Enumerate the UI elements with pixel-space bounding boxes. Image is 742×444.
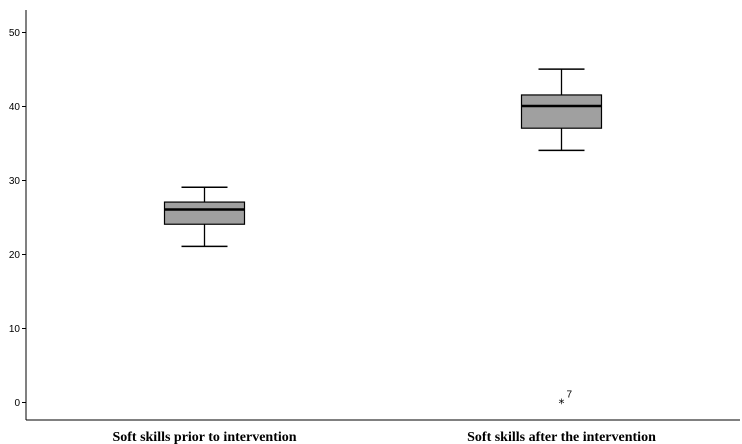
y-tick-label: 40 xyxy=(9,102,21,113)
box-group: *7 xyxy=(520,68,603,411)
box-group xyxy=(163,186,246,248)
category-label: Soft skills prior to intervention xyxy=(112,430,296,444)
axes: 0 10 20 30 40 50 xyxy=(9,10,740,421)
y-tick-label: 50 xyxy=(9,28,21,39)
y-tick-label: 20 xyxy=(9,250,21,261)
iqr-box xyxy=(520,94,603,129)
y-tick-label: 10 xyxy=(9,324,21,335)
category-label: Soft skills after the intervention xyxy=(467,430,656,444)
category-labels: Soft skills prior to intervention Soft sk… xyxy=(112,430,656,444)
outlier-label: 7 xyxy=(567,390,573,401)
y-tick-label: 0 xyxy=(14,398,20,409)
boxes: *7 xyxy=(163,68,603,411)
y-tick-label: 30 xyxy=(9,176,21,187)
outlier-marker: * xyxy=(559,397,565,411)
iqr-box xyxy=(163,201,246,225)
